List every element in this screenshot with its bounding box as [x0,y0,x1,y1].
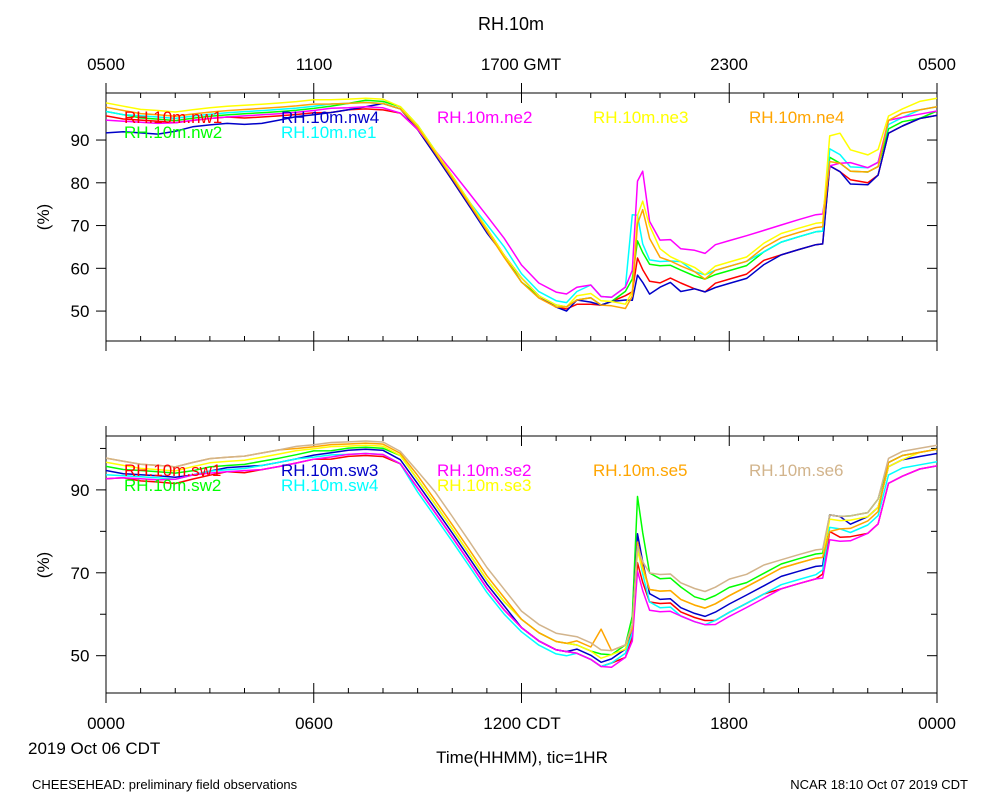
y-tick-label: 50 [71,647,90,666]
plot-frame [105,92,938,342]
legend-entry-RH-10m-nw2: RH.10m.nw2 [124,123,222,142]
footer-right: NCAR 18:10 Oct 07 2019 CDT [790,777,968,792]
top-axis-label-3: 2300 [710,55,748,74]
bottom-axis-label-4: 0000 [918,714,956,733]
series-line-RH-10m-ne1 [106,101,937,304]
legend-entry-RH-10m-se2: RH.10m.se2 [437,461,531,480]
series-line-RH-10m-ne2 [106,105,937,299]
series-line-RH-10m-nw4 [106,102,937,312]
legend-entry-RH-10m-se5: RH.10m.se5 [593,461,687,480]
bottom-axis-label-0: 0000 [87,714,125,733]
series-group [106,440,937,668]
top-axis-label-2: 1700 GMT [481,55,561,74]
bottom-axis-label-1: 0600 [295,714,333,733]
date-label: 2019 Oct 06 CDT [28,739,160,758]
legend-entry-RH-10m-nw1: RH.10m.nw1 [124,108,222,127]
top-axis-label-1: 1100 [296,55,333,74]
legend-entry-RH-10m-ne1: RH.10m.ne1 [281,123,376,142]
top-axis-label-4: 0500 [918,55,956,74]
series-group [106,97,937,312]
y-tick-label: 60 [71,259,90,278]
legend-entry-RH-10m-ne4: RH.10m.ne4 [749,108,844,127]
legend-entry-RH-10m-nw4: RH.10m.nw4 [281,108,379,127]
bottom-axis-label-3: 1800 [710,714,748,733]
series-line-RH-10m-nw2 [106,99,937,308]
legend-entry-RH-10m-ne3: RH.10m.ne3 [593,108,688,127]
y-tick-label: 70 [71,217,90,236]
top-axis-label-0: 0500 [87,55,125,74]
series-line-RH-10m-se6 [106,440,937,652]
chart-title: RH.10m [478,14,544,34]
legend-entry-RH-10m-se6: RH.10m.se6 [749,461,843,480]
series-line-RH-10m-se2 [106,452,937,668]
y-tick-label: 90 [71,481,90,500]
legend-entry-RH-10m-sw4: RH.10m.sw4 [281,476,378,495]
y-tick-label: 50 [71,302,90,321]
legend-entry-RH-10m-sw2: RH.10m.sw2 [124,476,221,495]
legend-entry-RH-10m-ne2: RH.10m.ne2 [437,108,532,127]
y-axis-label: (%) [34,552,53,578]
legend-entry-RH-10m-sw3: RH.10m.sw3 [281,461,378,480]
legend-entry-RH-10m-se3: RH.10m.se3 [437,476,531,495]
y-tick-label: 70 [71,564,90,583]
series-line-RH-10m-nw1 [106,108,937,310]
y-tick-label: 80 [71,174,90,193]
series-line-RH-10m-ne4 [106,101,937,310]
bottom-axis-label-2: 1200 CDT [483,714,560,733]
footer-left: CHEESEHEAD: preliminary field observatio… [32,777,298,792]
x-axis-title: Time(HHMM), tic=1HR [436,748,608,767]
y-axis-label: (%) [34,204,53,230]
series-line-RH-10m-ne3 [106,97,937,308]
legend-entry-RH-10m-sw1: RH.10m.sw1 [124,461,221,480]
y-tick-label: 90 [71,131,90,150]
